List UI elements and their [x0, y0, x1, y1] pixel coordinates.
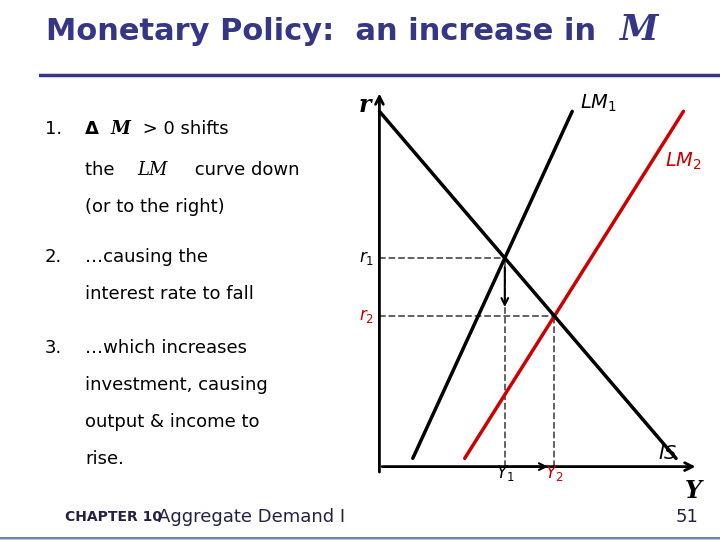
- Text: the: the: [85, 161, 120, 179]
- Bar: [0, 537, 720, 538]
- Bar: [0, 537, 720, 538]
- Bar: [0, 538, 720, 540]
- Bar: [0, 538, 720, 540]
- Text: $r_2$: $r_2$: [359, 307, 374, 325]
- Text: …which increases: …which increases: [85, 339, 247, 356]
- Bar: [0, 538, 720, 539]
- Bar: [0, 538, 720, 539]
- Text: 2.: 2.: [45, 248, 62, 266]
- Bar: [0, 538, 720, 539]
- Text: curve down: curve down: [189, 161, 299, 179]
- Text: $Y_2$: $Y_2$: [545, 463, 564, 483]
- Text: investment, causing: investment, causing: [85, 376, 268, 394]
- Bar: [0, 538, 720, 539]
- Bar: [0, 538, 720, 539]
- Text: rise.: rise.: [85, 450, 124, 468]
- Bar: [0, 538, 720, 540]
- Bar: [0, 538, 720, 540]
- Text: Monetary Policy:  an increase in: Monetary Policy: an increase in: [45, 17, 606, 45]
- Bar: [0, 538, 720, 539]
- Bar: [0, 537, 720, 539]
- Text: 3.: 3.: [45, 339, 62, 356]
- Text: M: M: [111, 120, 131, 138]
- Text: interest rate to fall: interest rate to fall: [85, 285, 254, 303]
- Bar: [0, 537, 720, 539]
- Text: 51: 51: [675, 508, 698, 525]
- Bar: [0, 537, 720, 539]
- Text: $LM_2$: $LM_2$: [665, 150, 702, 172]
- Text: r: r: [359, 93, 371, 117]
- Bar: [0, 538, 720, 540]
- Bar: [0, 537, 720, 539]
- Bar: [0, 537, 720, 539]
- Bar: [0, 538, 720, 539]
- Text: 1.: 1.: [45, 120, 62, 138]
- Text: $Y_1$: $Y_1$: [495, 463, 514, 483]
- Text: LM: LM: [137, 161, 167, 179]
- Text: Aggregate Demand I: Aggregate Demand I: [158, 508, 346, 525]
- Text: …causing the: …causing the: [85, 248, 208, 266]
- Bar: [0, 537, 720, 538]
- Text: Δ: Δ: [85, 120, 99, 138]
- Text: > 0 shifts: > 0 shifts: [137, 120, 228, 138]
- Bar: [0, 538, 720, 539]
- Bar: [0, 537, 720, 539]
- Bar: [0, 538, 720, 539]
- Bar: [0, 538, 720, 539]
- Text: CHAPTER 10: CHAPTER 10: [65, 510, 162, 524]
- Text: $LM_1$: $LM_1$: [580, 92, 617, 114]
- Text: (or to the right): (or to the right): [85, 198, 225, 216]
- Text: $IS$: $IS$: [657, 445, 677, 463]
- Bar: [0, 538, 720, 540]
- Text: output & income to: output & income to: [85, 413, 259, 431]
- Bar: [0, 537, 720, 539]
- Text: $r_1$: $r_1$: [359, 249, 374, 267]
- Bar: [0, 537, 720, 539]
- Bar: [0, 537, 720, 539]
- Text: Y: Y: [685, 479, 702, 503]
- Text: M: M: [620, 13, 658, 46]
- Bar: [0, 537, 720, 539]
- Bar: [0, 537, 720, 538]
